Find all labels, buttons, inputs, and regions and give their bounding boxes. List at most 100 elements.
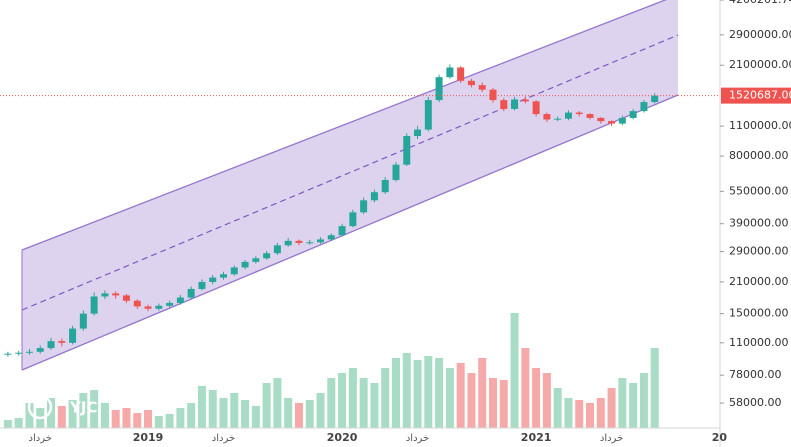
volume-bar — [650, 348, 659, 428]
candle-body — [521, 99, 529, 102]
candle-body — [36, 348, 44, 352]
volume-bar — [618, 378, 627, 428]
y-tick-label: 150000.00 — [729, 307, 789, 320]
watermark-icon — [27, 394, 53, 420]
candle-body — [112, 293, 120, 296]
volume-bar — [391, 358, 400, 428]
candle-body — [4, 353, 12, 355]
volume-bar — [370, 383, 379, 428]
candle-body — [618, 117, 626, 124]
volume-bar — [47, 398, 56, 428]
volume-bar — [381, 368, 390, 428]
candle-body — [90, 296, 98, 314]
x-tick-label: خرداد — [29, 433, 52, 444]
candle-body — [414, 129, 422, 137]
volume-bar — [284, 398, 293, 428]
x-tick-label: خرداد — [212, 433, 235, 444]
candle-body — [640, 102, 648, 112]
candle-body — [69, 328, 77, 343]
y-tick-label: 4200201.74 — [729, 0, 791, 6]
volume-bar — [165, 414, 174, 428]
candle-body — [220, 274, 227, 278]
candle-body — [187, 288, 195, 298]
candle-body — [554, 118, 562, 120]
volume-bar — [219, 398, 228, 428]
volume-bar — [79, 393, 88, 428]
y-tick-label: 2100000.00 — [729, 58, 791, 71]
volume-bar — [532, 368, 541, 428]
candle-body — [370, 192, 378, 201]
candle-body — [511, 99, 519, 109]
y-tick-label: 2900000.00 — [729, 28, 791, 41]
candle-body — [15, 352, 23, 354]
y-tick-label: 800000.00 — [729, 149, 789, 162]
x-tick-label: 20 — [712, 431, 728, 444]
volume-bar — [348, 368, 357, 428]
volume-bar — [262, 383, 271, 428]
volume-bar — [14, 418, 23, 428]
y-tick-label: 210000.00 — [729, 275, 789, 288]
volume-bar — [57, 406, 66, 428]
candle-body — [608, 121, 616, 124]
candle-body — [198, 281, 206, 289]
volume-bar — [144, 410, 153, 428]
watermark-group: YJC — [27, 394, 97, 420]
x-tick-label: 2019 — [133, 431, 164, 444]
regression-channel — [21, 0, 679, 371]
y-tick-label: 1100000.00 — [729, 119, 791, 132]
candle-body — [273, 245, 281, 254]
volume-bar — [639, 373, 648, 428]
volume-bar — [251, 406, 260, 428]
volume-bar — [575, 400, 584, 428]
candle-body — [457, 67, 465, 81]
candle-body — [122, 295, 130, 301]
candle-body — [166, 302, 174, 306]
volume-bar — [111, 410, 120, 428]
volume-bar — [510, 313, 519, 428]
volume-bar — [316, 393, 325, 428]
candle-body — [58, 341, 66, 343]
candle-body — [133, 300, 141, 307]
candle-body — [317, 239, 325, 243]
candle-body — [327, 235, 335, 240]
candle-body — [532, 101, 540, 115]
candle-body — [241, 261, 249, 268]
volume-bar — [521, 348, 530, 428]
candle-body — [478, 85, 486, 90]
volume-bar — [402, 353, 411, 428]
last-price-box — [721, 87, 791, 104]
candle-body — [575, 112, 583, 115]
candle-body — [176, 297, 184, 303]
candle-body — [230, 267, 238, 275]
volume-bar — [133, 413, 142, 428]
volume-bar — [553, 388, 562, 428]
volume-bar — [305, 400, 314, 428]
price-axis-bg — [720, 0, 791, 447]
volume-bar — [187, 403, 196, 428]
candle-body — [424, 100, 432, 130]
candle-body — [284, 240, 292, 246]
watermark: YJC — [69, 399, 97, 417]
candle-body — [338, 226, 346, 236]
candle-body — [651, 95, 659, 103]
volume-layer — [3, 313, 659, 428]
y-tick-label: 550000.00 — [729, 184, 789, 197]
candle-body — [155, 305, 163, 309]
volume-bar — [359, 378, 368, 428]
volume-bar — [327, 378, 336, 428]
volume-bar — [435, 358, 444, 428]
volume-bar — [607, 388, 616, 428]
channel-fill — [22, 0, 678, 370]
y-tick-label: 58000.00 — [729, 396, 782, 409]
candle-body — [381, 180, 389, 193]
channel-mid — [21, 34, 679, 311]
candle-body — [25, 351, 33, 353]
channel-lower — [21, 94, 679, 371]
volume-bar — [294, 403, 303, 428]
candle-body — [489, 89, 497, 101]
volume-bar — [197, 386, 206, 428]
volume-bar — [68, 400, 77, 428]
